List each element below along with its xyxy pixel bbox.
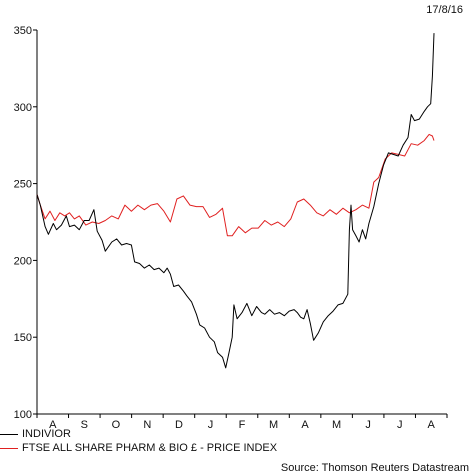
series-line-ftse <box>36 133 435 237</box>
y-tick-label: 200 <box>14 255 32 267</box>
y-tick-label: 250 <box>14 179 32 191</box>
x-tick-label: N <box>143 419 151 431</box>
series-line-indivior <box>36 33 435 369</box>
x-tick-label: M <box>332 419 341 431</box>
plot-area: 100 150 200 250 300 350 A S O N D J F M A M J J A <box>14 25 448 431</box>
legend-label-indivior: INDIVIOR <box>22 428 71 440</box>
y-tick-label: 350 <box>14 25 32 37</box>
legend-item-indivior: INDIVIOR <box>0 427 475 441</box>
x-tick-label: J <box>397 419 403 431</box>
source-note: Source: Thomson Reuters Datastream <box>280 462 469 474</box>
x-tick-label: S <box>81 419 88 431</box>
y-tick-label: 100 <box>14 409 32 421</box>
x-tick-label: A <box>428 419 436 431</box>
y-tick-label: 150 <box>14 332 32 344</box>
legend: INDIVIOR FTSE ALL SHARE PHARM & BIO £ - … <box>0 427 475 455</box>
x-tick-label: A <box>49 419 57 431</box>
legend-item-ftse: FTSE ALL SHARE PHARM & BIO £ - PRICE IND… <box>0 441 475 455</box>
date-label: 17/8/16 <box>426 4 463 16</box>
x-tick-label: A <box>301 419 309 431</box>
x-tick-label: J <box>365 419 371 431</box>
y-tick-label: 300 <box>14 102 32 114</box>
x-tick-label: J <box>208 419 214 431</box>
legend-swatch-ftse <box>0 447 18 449</box>
x-tick-label: F <box>239 419 246 431</box>
x-tick-label: M <box>269 419 278 431</box>
x-tick-label: D <box>175 419 183 431</box>
x-tick-label: O <box>112 419 121 431</box>
legend-swatch-indivior <box>0 433 18 435</box>
legend-label-ftse: FTSE ALL SHARE PHARM & BIO £ - PRICE IND… <box>22 442 278 454</box>
